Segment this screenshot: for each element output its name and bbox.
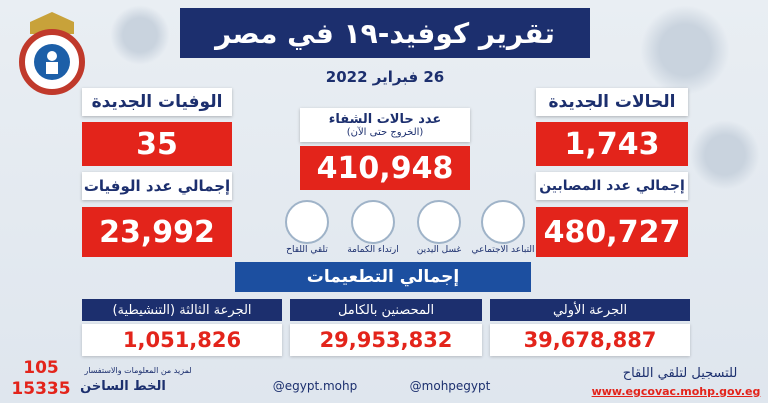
vaccine-value: 1,051,826 (82, 324, 282, 356)
vaccine-label: الجرعة الثالثة (التنشيطية) (82, 299, 282, 321)
vaccination-title: إجمالي التطعيمات (235, 262, 531, 292)
stat-label-box: عدد حالات الشفاء (الخروج حتى الآن) (300, 108, 470, 142)
vaccine-label: المحصنين بالكامل (290, 299, 482, 321)
stat-value: 480,727 (536, 207, 688, 257)
ministry-logo (19, 12, 85, 95)
precaution-icon (417, 200, 461, 244)
precaution-label: تلقي اللقاح (286, 245, 328, 255)
register-url[interactable]: www.egcovac.mohp.gov.eg (591, 384, 761, 398)
stat-value: 1,743 (536, 122, 688, 166)
hotline-short: 105 (23, 358, 59, 378)
stat-sublabel: (الخروج حتى الآن) (346, 127, 424, 138)
register-label: للتسجيل لتلقي اللقاح (622, 365, 738, 381)
hotline-long: 15335 (11, 379, 71, 399)
precaution-label: التباعد الاجتماعي (471, 245, 535, 255)
precaution-label: غسل اليدين (416, 245, 462, 255)
vaccine-value: 29,953,832 (290, 324, 482, 356)
stat-label: الوفيات الجديدة (82, 88, 232, 116)
virus-decoration (640, 5, 730, 95)
stat-value: 410,948 (300, 146, 470, 190)
stat-label: إجمالي عدد المصابين (536, 172, 688, 200)
report-title: تقرير كوفيد-١٩ في مصر (180, 8, 590, 58)
stat-label: إجمالي عدد الوفيات (82, 172, 232, 200)
stat-label: الحالات الجديدة (536, 88, 688, 116)
report-date: 26 فبراير 2022 (325, 68, 445, 86)
hotline-note: لمزيد من المعلومات والاستفسار (84, 365, 192, 375)
precaution-icon (481, 200, 525, 244)
virus-decoration (690, 120, 760, 190)
stat-value: 23,992 (82, 207, 232, 257)
vaccine-label: الجرعة الأولي (490, 299, 690, 321)
vaccine-value: 39,678,887 (490, 324, 690, 356)
precaution-icon (285, 200, 329, 244)
precaution-label: ارتداء الكمامة (347, 245, 399, 255)
stat-label: عدد حالات الشفاء (328, 112, 442, 127)
facebook-handle: @egypt.mohp (272, 379, 358, 393)
stat-value: 35 (82, 122, 232, 166)
hotline-label: الخط الساخن (80, 378, 166, 394)
social-handle: @mohpegypt (409, 379, 491, 393)
virus-decoration (110, 5, 170, 65)
precaution-icon (351, 200, 395, 244)
